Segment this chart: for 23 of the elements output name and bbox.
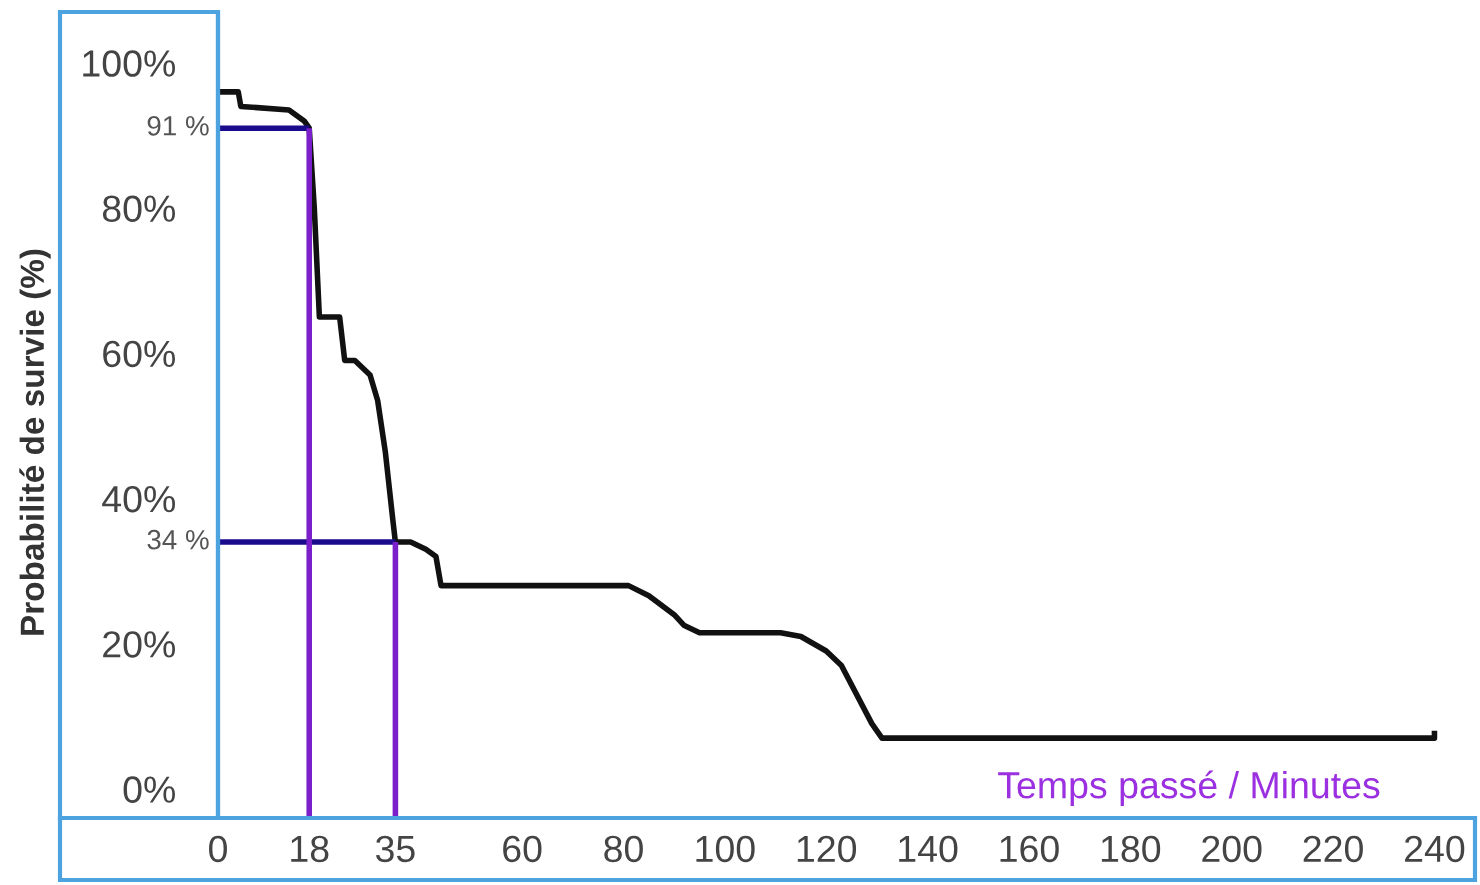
y-tick-label: 0% (123, 776, 175, 803)
x-tick-label: 140 (899, 835, 958, 863)
x-tick-label: 0 (209, 835, 227, 863)
x-tick-label: 18 (291, 835, 329, 863)
annotation: 91 % (147, 115, 209, 136)
x-tick-label: 80 (604, 835, 643, 863)
y-tick-label: 60% (103, 340, 175, 368)
y-tick-label: 100% (83, 50, 175, 77)
x-tick-label: 120 (797, 835, 857, 863)
x-tick-label: 200 (1202, 835, 1262, 863)
annotation: 34 % (147, 529, 209, 550)
y-tick-label: 40% (102, 485, 175, 513)
y-axis-title: Probabilité de survie (%) (19, 249, 51, 635)
x-tick-label: 240 (1405, 835, 1465, 863)
x-tick-label: 180 (1101, 835, 1161, 863)
x-tick-label: 60 (503, 835, 542, 863)
y-tick-label: 80% (102, 195, 175, 223)
x-tick-label: 160 (1000, 835, 1059, 863)
x-tick-label: 100 (696, 835, 755, 863)
y-tick-label: 20% (103, 631, 175, 658)
x-axis-title: Temps passé / Minutes (998, 770, 1380, 806)
x-tick-label: 35 (375, 835, 415, 863)
x-tick-label: 220 (1303, 835, 1363, 863)
